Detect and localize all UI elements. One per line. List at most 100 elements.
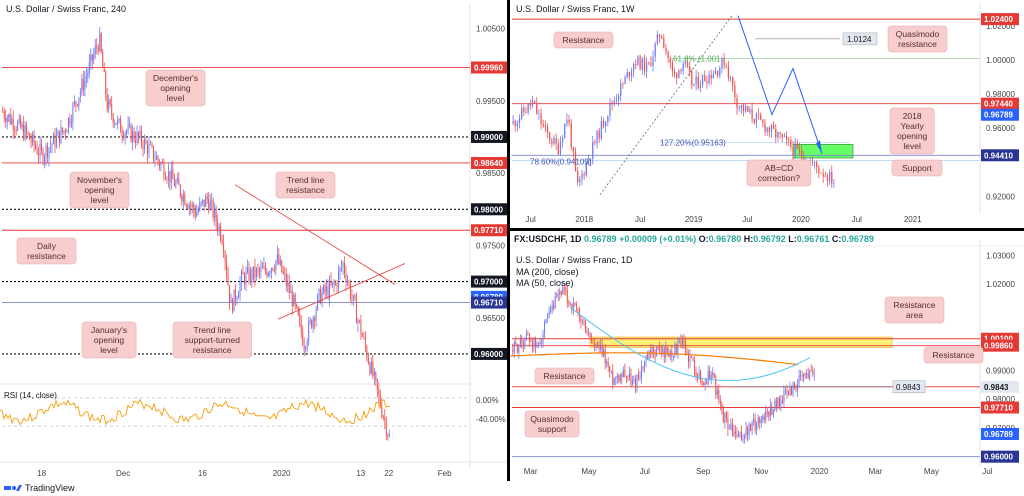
c240-candle-body xyxy=(111,104,113,115)
c240-candle-body xyxy=(17,122,19,130)
ma200-label: MA (200, close) xyxy=(516,267,579,277)
c1d-candle-body xyxy=(592,343,594,345)
c240-candle-body xyxy=(308,322,310,342)
callout-december-box xyxy=(145,69,206,107)
c240-candle-body xyxy=(23,124,25,139)
c1d-candle-body xyxy=(757,417,759,423)
c1d-candle-body xyxy=(522,343,524,347)
c240-candle-body xyxy=(223,243,225,253)
c240-candle-body xyxy=(366,346,368,359)
c1d-candle-body xyxy=(730,423,732,429)
tradingview-logo[interactable]: TradingView xyxy=(4,483,75,493)
c1d-xtick: Jul xyxy=(640,467,650,476)
c1d-candle-body xyxy=(781,400,783,403)
c1w-candle-body xyxy=(652,56,654,66)
c240-candle-body xyxy=(249,269,251,282)
c1d-candle-body xyxy=(668,353,670,357)
c1w-candle-body xyxy=(585,163,587,176)
callout-1d-qm-support-text: support xyxy=(538,424,567,434)
c240-candle-body xyxy=(151,144,153,146)
c240-candle-body xyxy=(64,130,66,133)
close-key: C: xyxy=(831,234,842,244)
chart-1d-svg[interactable]: 1.030001.020000.990000.980000.97000MarMa… xyxy=(510,231,1024,481)
c1d-candle-body xyxy=(795,388,797,391)
c240-candle-body xyxy=(176,178,178,183)
c1d-candle-body xyxy=(751,421,753,431)
c1w-candle-body xyxy=(639,56,641,70)
c240-candle-body xyxy=(306,341,308,348)
panel-1w: 1.02000 1.00000 0.98000 0.96000 0.92000 Jul 20… xyxy=(510,0,1024,228)
c1w-candle-body xyxy=(824,176,826,178)
c240-candle-body xyxy=(339,268,341,272)
c240-candle-body xyxy=(112,114,114,124)
panel-240-title: U.S. Dollar / Swiss Franc, 240 xyxy=(6,4,127,14)
c1d-candle-body xyxy=(657,347,659,349)
c1w-candle-body xyxy=(669,58,671,63)
c1d-candle-body xyxy=(718,389,720,400)
c1w-candle-body xyxy=(723,58,725,67)
c240-candle-body xyxy=(244,274,245,285)
c1d-candle-body xyxy=(763,416,765,420)
c1w-candle-body xyxy=(725,66,727,67)
c240-candle-body xyxy=(239,282,241,296)
c1w-xtick: 2018 xyxy=(575,215,593,224)
c240-candle-body xyxy=(267,272,269,277)
callout-december-text: level xyxy=(167,93,185,103)
c1d-candle-body xyxy=(803,373,805,377)
c1d-candle-body xyxy=(748,424,750,436)
c1d-candle-body xyxy=(813,373,815,375)
c1w-candle-body xyxy=(553,138,555,145)
chart-240-svg[interactable]: 1.00500 0.99500 0.98500 0.97500 0.96500 18 Dec… xyxy=(0,0,507,481)
c240-candle-body xyxy=(343,262,345,274)
c240-candle-body xyxy=(227,274,229,285)
callout-1w-abcd-text: correction? xyxy=(758,173,800,183)
c1d-candle-body xyxy=(750,424,752,431)
c1w-candle-body xyxy=(785,136,788,140)
c1w-candle-body xyxy=(766,127,768,132)
c1d-xtick: Nov xyxy=(754,467,768,476)
c240-candle-body xyxy=(194,210,196,217)
chart-1w-svg[interactable]: 1.02000 1.00000 0.98000 0.96000 0.92000 Jul 20… xyxy=(510,0,1024,228)
c1d-candle-body xyxy=(630,373,632,386)
callout-1d-resistance-area-box xyxy=(884,296,945,324)
c240-candle-body xyxy=(175,182,177,187)
c240-candle-body xyxy=(381,406,383,417)
c1w-candle-body xyxy=(740,105,742,108)
c1w-candle-body xyxy=(772,125,775,129)
c240-candle-body xyxy=(55,135,57,147)
callout-tl-support-box xyxy=(172,321,252,359)
c1d-candle-body xyxy=(575,304,577,309)
c1w-candle-body xyxy=(555,138,557,144)
c240-candle-body xyxy=(126,131,128,133)
symbol-ohlc-line: FX:USDCHF, 1D 0.96789 +0.00009 (+0.01%) … xyxy=(514,234,874,244)
c240-candle-body xyxy=(8,114,10,118)
c1d-candle-body xyxy=(519,337,521,348)
c1d-candle-body xyxy=(736,433,738,437)
c1d-xtick: Sep xyxy=(696,467,711,476)
fib-diagonal xyxy=(599,15,733,195)
c240-candle-body xyxy=(245,272,247,285)
c240-candle-body xyxy=(285,274,287,287)
c240-candle-body xyxy=(114,123,116,124)
c1d-candle-body xyxy=(562,287,564,295)
c240-candle-body xyxy=(133,130,135,140)
callout-1w-abcd-text: AB=CD xyxy=(765,163,794,173)
c240-candle-body xyxy=(220,226,222,240)
c1w-xtick: Jul xyxy=(526,215,536,224)
c1d-candle-body xyxy=(542,333,544,344)
abcd-arrow-head xyxy=(816,140,822,154)
c240-candle-body xyxy=(120,118,122,133)
c240-candle-body xyxy=(327,286,329,298)
c1d-candle-body xyxy=(786,390,788,394)
c240-candle-body xyxy=(341,267,342,269)
c240-candle-body xyxy=(221,239,223,244)
callout-trend-resistance-text: Trend line xyxy=(287,175,325,185)
low-value: 0.96761 xyxy=(796,234,830,244)
c1w-candle-body xyxy=(568,119,570,124)
c240-candle-body xyxy=(35,144,37,148)
c1w-candle-body xyxy=(600,120,603,139)
c240-candle-body xyxy=(33,134,35,145)
c240-candle-body xyxy=(93,54,95,61)
c240-xtick: 22 xyxy=(384,469,393,478)
c1d-candle-body xyxy=(794,383,796,389)
